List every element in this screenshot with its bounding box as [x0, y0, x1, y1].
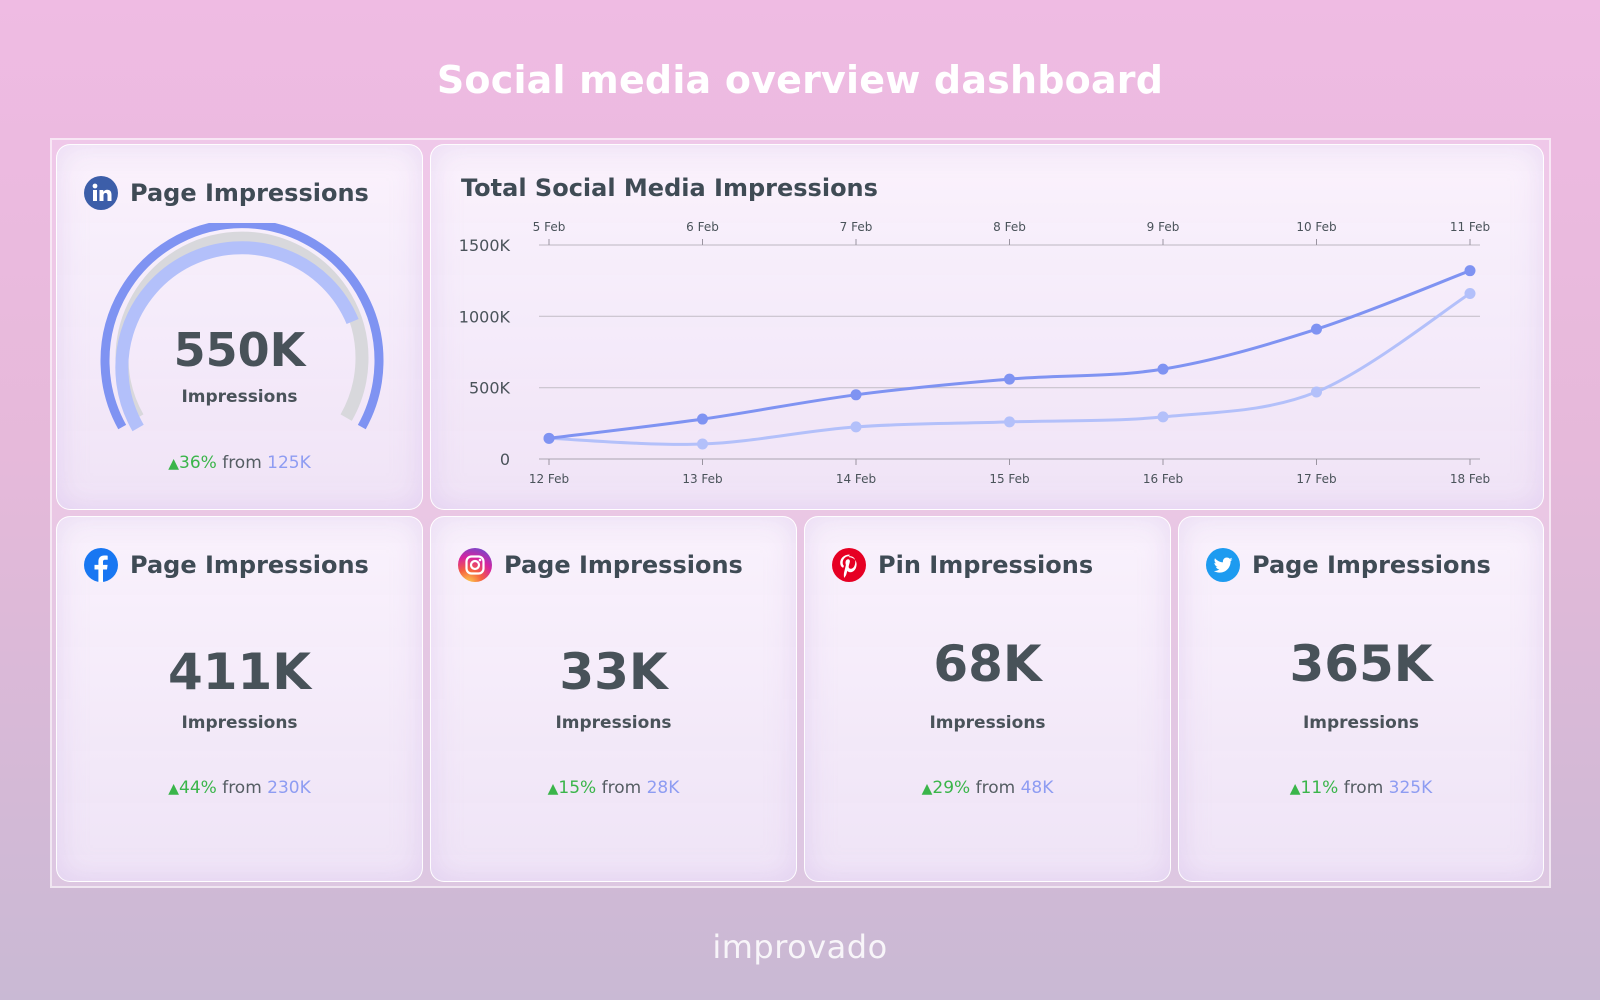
- linkedin-change: 36%: [179, 453, 217, 473]
- gauge-outer-track: [100, 223, 384, 430]
- pinterest-card: Pin Impressions 68K Impressions ▲29% fro…: [804, 516, 1171, 882]
- up-triangle-icon: ▲: [1289, 781, 1301, 797]
- twitter-unit: Impressions: [1302, 713, 1420, 733]
- data-point: [1004, 416, 1015, 428]
- instagram-value: 33K: [559, 643, 668, 701]
- x-tick-label: 14 Feb: [836, 472, 876, 486]
- pinterest-unit: Impressions: [929, 713, 1046, 733]
- from-label: from: [975, 778, 1016, 798]
- linkedin-unit: Impressions: [181, 387, 298, 407]
- twitter-icon: [1206, 548, 1240, 582]
- data-point: [697, 438, 708, 450]
- facebook-card-title: Page Impressions: [130, 551, 369, 579]
- data-point: [850, 389, 862, 401]
- pinterest-previous: 48K: [1020, 778, 1054, 798]
- page-title: Social media overview dashboard: [436, 58, 1164, 102]
- data-point: [1004, 373, 1015, 385]
- facebook-delta: ▲44% from 230K: [57, 778, 422, 798]
- up-triangle-icon: ▲: [547, 781, 559, 797]
- x-top-tick-label: 5 Feb: [533, 220, 566, 234]
- instagram-change: 15%: [558, 778, 597, 798]
- y-tick-label: 1500K: [459, 236, 511, 255]
- instagram-unit: Impressions: [555, 713, 672, 733]
- data-point: [543, 432, 555, 444]
- x-top-tick-label: 9 Feb: [1147, 220, 1180, 234]
- facebook-icon: [84, 548, 118, 582]
- instagram-card-title: Page Impressions: [504, 551, 743, 579]
- twitter-change: 11%: [1300, 778, 1339, 798]
- data-point: [1311, 323, 1322, 335]
- linkedin-card: Page Impressions 550K Impressions ▲36% f…: [56, 144, 423, 510]
- up-triangle-icon: ▲: [921, 781, 933, 797]
- x-tick-label: 16 Feb: [1143, 472, 1183, 486]
- data-point: [1464, 265, 1476, 277]
- gauge-inner-fill: [115, 241, 359, 432]
- series-line: [548, 269, 1471, 440]
- linkedin-gauge: [100, 223, 384, 432]
- linkedin-card-header: Page Impressions: [84, 175, 369, 211]
- from-label: from: [222, 778, 262, 798]
- instagram-icon: [458, 548, 492, 582]
- from-label: from: [601, 778, 642, 798]
- data-point: [697, 413, 708, 425]
- from-label: from: [1343, 778, 1384, 798]
- pinterest-value: 68K: [933, 635, 1042, 693]
- twitter-card-header: Page Impressions: [1206, 547, 1491, 583]
- y-tick-label: 0: [500, 450, 510, 469]
- x-tick-label: 15 Feb: [989, 472, 1029, 486]
- x-tick-label: 12 Feb: [529, 472, 569, 486]
- twitter-delta: ▲11% from 325K: [1179, 778, 1543, 798]
- facebook-card-header: Page Impressions: [84, 547, 369, 583]
- y-tick-label: 500K: [469, 379, 511, 398]
- pinterest-card-header: Pin Impressions: [832, 547, 1093, 583]
- up-triangle-icon: ▲: [168, 781, 179, 797]
- data-point: [1464, 288, 1476, 300]
- from-label: from: [222, 453, 262, 473]
- instagram-card: Page Impressions 33K Impressions ▲15% fr…: [430, 516, 797, 882]
- facebook-previous: 230K: [267, 778, 311, 798]
- linkedin-delta: ▲36% from 125K: [57, 453, 422, 473]
- y-tick-label: 1000K: [459, 307, 511, 326]
- linkedin-icon: [84, 176, 118, 210]
- x-top-tick-label: 11 Feb: [1450, 220, 1490, 234]
- linkedin-value: 550K: [173, 323, 306, 377]
- facebook-unit: Impressions: [181, 713, 298, 733]
- chart-title: Total Social Media Impressions: [461, 174, 878, 202]
- instagram-previous: 28K: [646, 778, 680, 798]
- twitter-card-title: Page Impressions: [1252, 551, 1491, 579]
- instagram-delta: ▲15% from 28K: [431, 778, 796, 798]
- up-triangle-icon: ▲: [168, 456, 179, 472]
- facebook-change: 44%: [179, 778, 217, 798]
- data-point: [850, 421, 862, 433]
- impressions-line-chart: 0 500K 1000K 1500K 12 Feb 13 Feb 14 Feb 15 Feb 1…: [459, 220, 1490, 486]
- data-point: [1311, 386, 1322, 398]
- x-tick-label: 13 Feb: [682, 472, 722, 486]
- pinterest-card-title: Pin Impressions: [878, 551, 1094, 579]
- linkedin-card-title: Page Impressions: [130, 179, 369, 207]
- pinterest-icon: [832, 548, 866, 582]
- total-impressions-card: [430, 144, 1544, 510]
- data-point: [1157, 411, 1169, 423]
- linkedin-previous: 125K: [267, 453, 311, 473]
- x-top-tick-label: 10 Feb: [1296, 220, 1336, 234]
- x-top-tick-label: 7 Feb: [840, 220, 873, 234]
- facebook-value: 411K: [167, 643, 312, 701]
- twitter-card: Page Impressions 365K Impressions ▲11% f…: [1178, 516, 1544, 882]
- x-tick-label: 18 Feb: [1450, 472, 1490, 486]
- x-top-tick-label: 6 Feb: [686, 220, 719, 234]
- instagram-card-header: Page Impressions: [458, 547, 743, 583]
- pinterest-delta: ▲29% from 48K: [805, 778, 1170, 798]
- x-top-tick-label: 8 Feb: [993, 220, 1026, 234]
- improvado-logo: improvado: [712, 928, 888, 966]
- twitter-value: 365K: [1289, 635, 1433, 693]
- x-tick-label: 17 Feb: [1296, 472, 1336, 486]
- data-point: [1157, 363, 1169, 375]
- facebook-card: Page Impressions 411K Impressions ▲44% f…: [56, 516, 423, 882]
- twitter-previous: 325K: [1388, 778, 1433, 798]
- pinterest-change: 29%: [932, 778, 971, 798]
